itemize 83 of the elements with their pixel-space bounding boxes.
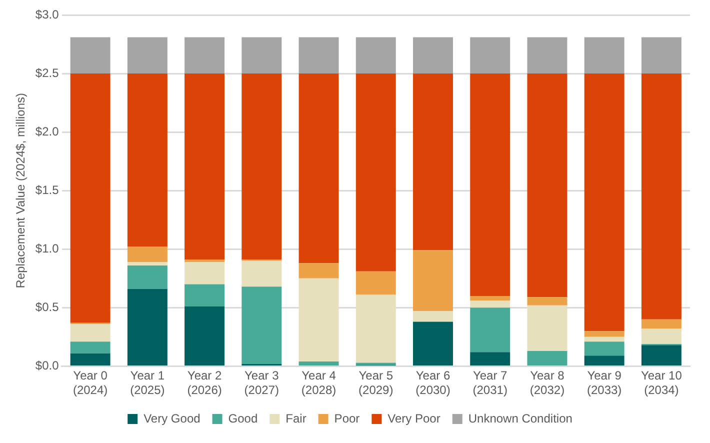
- bar: [470, 37, 510, 74]
- bar: [584, 342, 624, 356]
- bar: [184, 37, 225, 74]
- bar: [184, 306, 225, 366]
- legend-label: Very Good: [144, 411, 200, 426]
- bar: [356, 74, 396, 272]
- x-tick-label: Year 5 (2029): [358, 368, 394, 398]
- legend-label: Poor: [334, 411, 360, 426]
- bar: [641, 328, 682, 344]
- legend-label: Good: [228, 411, 258, 426]
- bar: [470, 74, 510, 296]
- x-tick-label: Year 4 (2028): [301, 368, 336, 398]
- bar: [470, 308, 510, 352]
- bar: [527, 37, 568, 74]
- bar: [584, 37, 624, 74]
- bar: [356, 294, 396, 363]
- y-tick-label: $0.0: [35, 358, 60, 373]
- bar: [413, 311, 453, 322]
- bar: [127, 288, 168, 366]
- bar: [242, 37, 282, 74]
- x-tick-label: Year 2 (2026): [187, 368, 222, 398]
- bar: [70, 37, 110, 74]
- bar: [356, 37, 396, 74]
- bar: [298, 263, 339, 278]
- bar: [470, 300, 510, 308]
- y-tick-label: $2.5: [35, 66, 60, 80]
- bar: [470, 296, 510, 301]
- bar: [298, 362, 339, 366]
- bar: [413, 37, 453, 74]
- bar: [70, 353, 110, 366]
- bar: [641, 345, 682, 366]
- bar: [298, 37, 339, 74]
- bar: [413, 250, 453, 312]
- bar: [184, 262, 225, 284]
- bar: [470, 352, 510, 366]
- bar: [127, 266, 168, 289]
- bar: [127, 74, 168, 247]
- x-tick-label: Year 10 (2034): [640, 368, 682, 398]
- bar: [413, 74, 453, 250]
- bar: [298, 74, 339, 264]
- bar: [527, 305, 568, 351]
- legend-label: Very Poor: [388, 411, 440, 426]
- bar: [184, 74, 225, 260]
- bar: [584, 356, 624, 366]
- bar: [527, 297, 568, 306]
- bar: [127, 37, 168, 74]
- bar: [70, 342, 110, 354]
- bar: [527, 74, 568, 298]
- bar: [584, 336, 624, 342]
- y-axis-title: Replacement Value (2024$, millions): [14, 92, 28, 288]
- y-tick-label: $0.5: [35, 300, 60, 314]
- bar: [184, 260, 225, 262]
- bar: [298, 278, 339, 362]
- x-tick-label: Year 9 (2033): [586, 368, 622, 398]
- x-tick-label: Year 1 (2025): [130, 368, 165, 398]
- bar: [641, 319, 682, 329]
- bar: [242, 286, 282, 364]
- legend-label: Fair: [286, 411, 306, 426]
- y-tick-label: $1.0: [35, 241, 60, 256]
- bar: [127, 262, 168, 266]
- y-tick-label: $1.5: [35, 182, 60, 197]
- bar: [584, 74, 624, 332]
- bar: [127, 246, 168, 262]
- x-tick-label: Year 8 (2032): [530, 368, 565, 398]
- x-tick-label: Year 3 (2027): [244, 368, 280, 398]
- x-tick-label: Year 7 (2031): [472, 368, 508, 398]
- bar: [356, 362, 396, 366]
- bar: [641, 74, 682, 320]
- bar: [584, 331, 624, 337]
- bar: [413, 322, 453, 366]
- y-tick-label: $2.0: [35, 124, 60, 138]
- bar: [242, 74, 282, 260]
- x-tick-label: Year 0 (2024): [72, 368, 108, 398]
- bar: [184, 284, 225, 306]
- bar: [70, 74, 110, 323]
- bar: [242, 260, 282, 287]
- bar: [641, 37, 682, 74]
- bar: [527, 350, 568, 366]
- bar: [70, 324, 110, 342]
- bar: [356, 271, 396, 295]
- y-tick-label: $3.0: [35, 7, 60, 22]
- x-tick-label: Year 6 (2030): [416, 368, 450, 398]
- legend-label: Unknown Condition: [468, 411, 572, 426]
